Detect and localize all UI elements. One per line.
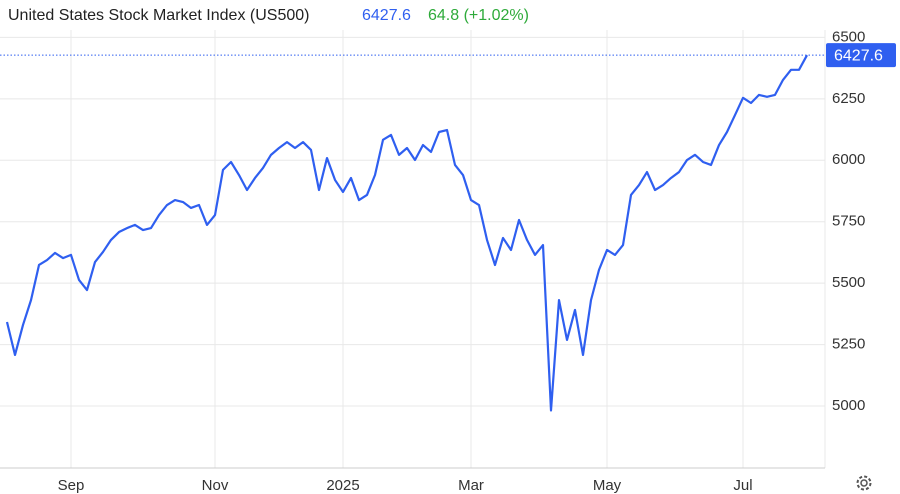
header-price: 6427.6 bbox=[362, 7, 411, 24]
x-tick-label: Nov bbox=[202, 477, 229, 494]
y-tick-label: 5250 bbox=[832, 336, 865, 353]
settings-icon[interactable] bbox=[856, 475, 872, 491]
y-tick-label: 6250 bbox=[832, 90, 865, 107]
price-line bbox=[5, 54, 808, 412]
y-tick-label: 5000 bbox=[832, 397, 865, 414]
y-tick-label: 5750 bbox=[832, 213, 865, 230]
x-tick-label: Jul bbox=[733, 477, 752, 494]
last-price-box bbox=[826, 43, 896, 68]
y-tick-label: 6500 bbox=[832, 28, 865, 45]
last-price-label: 6427.6 bbox=[834, 47, 883, 64]
x-tick-label: May bbox=[593, 477, 622, 494]
y-tick-label: 6000 bbox=[832, 151, 865, 168]
x-tick-label: 2025 bbox=[326, 477, 359, 494]
header-change: 64.8 (+1.02%) bbox=[428, 7, 529, 24]
chart-title: United States Stock Market Index (US500) bbox=[8, 7, 309, 24]
x-tick-label: Sep bbox=[58, 477, 85, 494]
x-tick-label: Mar bbox=[458, 477, 484, 494]
y-tick-label: 5500 bbox=[832, 274, 865, 291]
